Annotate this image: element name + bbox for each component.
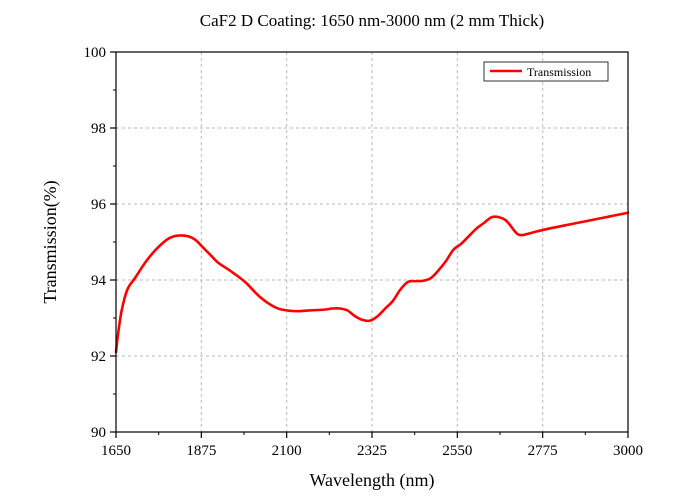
x-tick-label: 2100: [272, 443, 302, 459]
chart-title: CaF2 D Coating: 1650 nm-3000 nm (2 mm Th…: [200, 11, 544, 30]
x-axis-title: Wavelength (nm): [309, 470, 434, 491]
x-tick-label: 2550: [442, 443, 472, 459]
y-tick-label: 92: [91, 349, 106, 365]
x-tick-label: 3000: [613, 443, 643, 459]
legend-label: Transmission: [527, 65, 591, 79]
y-tick-label: 96: [91, 197, 107, 213]
grid-lines: [116, 52, 628, 432]
x-tick-label: 2325: [357, 443, 387, 459]
y-tick-label: 94: [91, 273, 107, 289]
y-tick-label: 100: [84, 45, 107, 61]
legend-box: [483, 61, 609, 82]
x-tick-label: 1875: [186, 443, 216, 459]
x-tick-label: 2775: [528, 443, 558, 459]
legend: Transmission: [483, 61, 609, 82]
y-axis-title: Transmission(%): [40, 180, 61, 303]
x-tick-label: 1650: [101, 443, 131, 459]
transmission-series-line: [114, 211, 630, 354]
series-layer: [114, 211, 630, 354]
axis-ticks: 1650 1875 2100 2325 2550 2775 3000 90 92 94 96 98 10…: [84, 45, 644, 459]
y-tick-label: 98: [91, 121, 106, 137]
y-tick-label: 90: [91, 425, 106, 441]
